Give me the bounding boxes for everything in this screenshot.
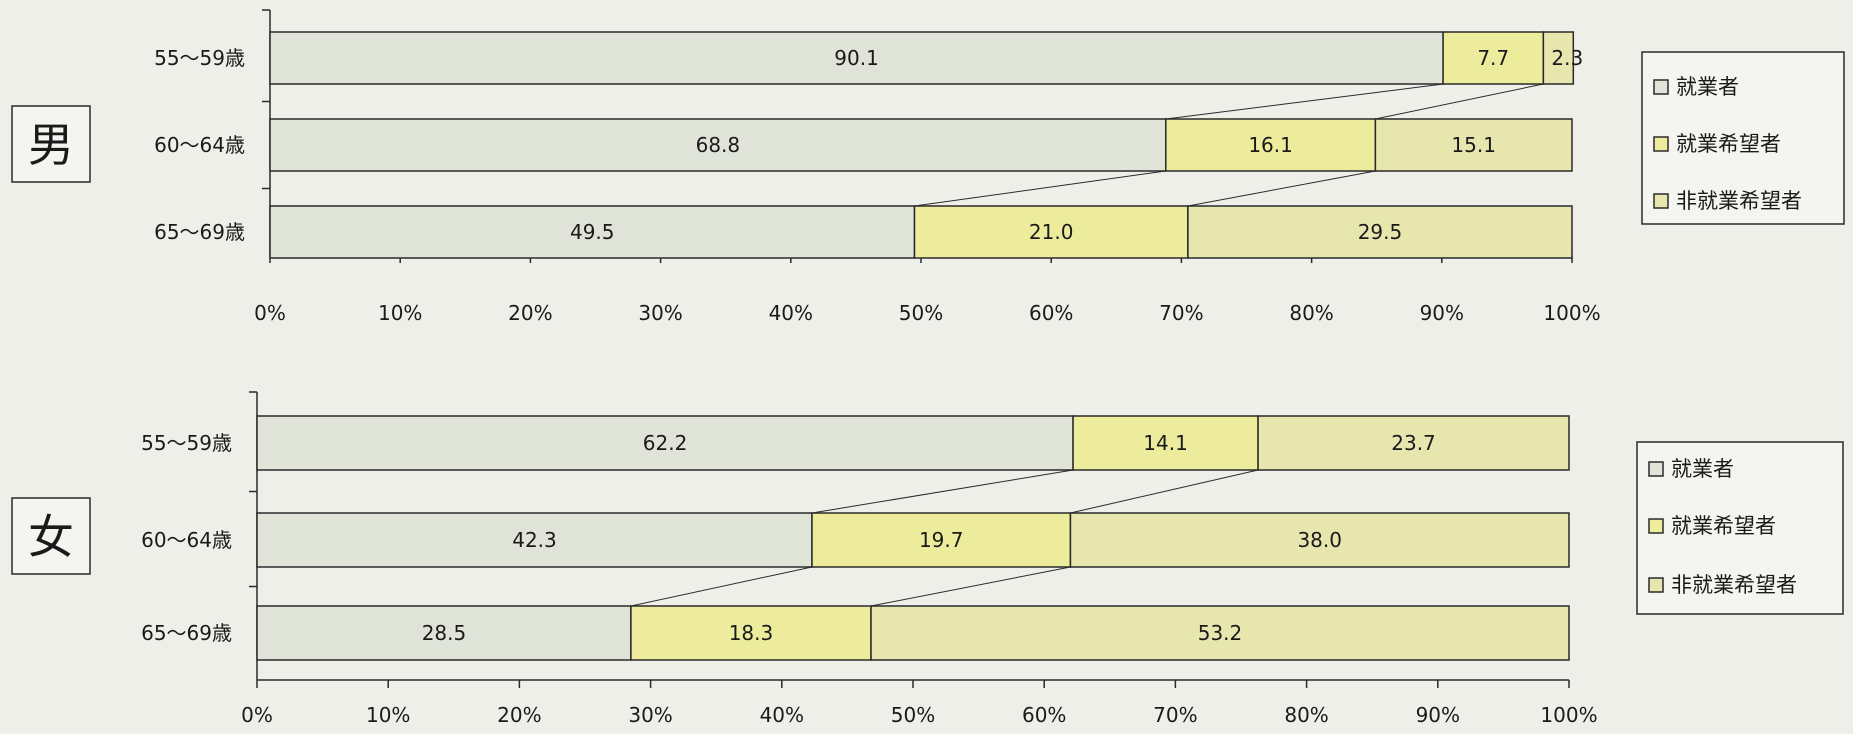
panel-label: 女 <box>28 510 74 564</box>
category-label: 60～64歳 <box>141 528 232 552</box>
data-label: 53.2 <box>1198 621 1243 645</box>
data-label: 68.8 <box>696 133 741 157</box>
connector-line <box>811 469 1074 514</box>
data-label: 21.0 <box>1029 220 1074 244</box>
category-label: 65～69歳 <box>141 621 232 645</box>
bar-segment <box>1374 118 1573 172</box>
data-label: 42.3 <box>512 528 557 552</box>
data-label: 23.7 <box>1391 431 1436 455</box>
legend-label: 就業希望者 <box>1671 514 1776 538</box>
data-label: 18.3 <box>729 621 774 645</box>
panel-male: 男 0% 10% 20% 30% 40% 50% 60% 70% 80% 90% 100% 55～59歳… <box>11 9 1845 325</box>
legend-swatch <box>1648 577 1664 593</box>
legend-swatch <box>1653 193 1669 209</box>
x-tick-label: 40% <box>760 703 804 727</box>
data-label: 90.1 <box>834 46 879 70</box>
x-tick-label: 30% <box>628 703 672 727</box>
data-label: 29.5 <box>1358 220 1403 244</box>
connector-line <box>870 566 1071 607</box>
legend-label: 就業者 <box>1676 75 1739 99</box>
connector-line <box>1070 469 1259 514</box>
legend-swatch <box>1648 518 1664 534</box>
bar-segment <box>269 118 1167 172</box>
bar-segment <box>1187 205 1573 259</box>
connector-line <box>1375 83 1544 120</box>
x-tick-label: 60% <box>1022 703 1066 727</box>
category-label: 60～64歳 <box>154 133 245 157</box>
bar-segment <box>870 605 1570 661</box>
x-tick-label: 20% <box>508 301 552 325</box>
connector-line <box>1165 83 1444 120</box>
x-tick-label: 20% <box>497 703 541 727</box>
legend-label: 非就業希望者 <box>1671 573 1797 597</box>
data-label: 7.7 <box>1477 46 1509 70</box>
x-tick-label: 70% <box>1159 301 1203 325</box>
bar-segment <box>811 512 1072 568</box>
x-tick-label: 0% <box>241 703 273 727</box>
x-tick-label: 40% <box>769 301 813 325</box>
panel-female: 女 0% 10% 20% 30% 40% 50% 60% 70% 80% 90% 100% 55～59歳… <box>11 391 1844 727</box>
bar-segment <box>630 605 872 661</box>
x-tick-label: 90% <box>1416 703 1460 727</box>
data-label: 28.5 <box>422 621 467 645</box>
connector-line <box>1187 170 1376 207</box>
bar-segment <box>269 31 1444 85</box>
bar-segment <box>256 512 813 568</box>
bar-segment <box>1442 31 1545 85</box>
x-tick-label: 30% <box>638 301 682 325</box>
legend-swatch <box>1653 136 1669 152</box>
x-tick-label: 10% <box>366 703 410 727</box>
bar-segment <box>1257 415 1570 471</box>
legend-label: 就業者 <box>1671 457 1734 481</box>
bar-segment <box>1069 512 1570 568</box>
category-label: 55～59歳 <box>141 431 232 455</box>
legend-swatch <box>1648 461 1664 477</box>
x-tick-label: 80% <box>1284 703 1328 727</box>
bar-segment <box>269 205 916 259</box>
data-label: 19.7 <box>919 528 964 552</box>
bar-segment <box>1072 415 1259 471</box>
category-label: 55～59歳 <box>154 46 245 70</box>
legend-box <box>1636 441 1844 615</box>
data-label: 38.0 <box>1297 528 1342 552</box>
bar-segment <box>1542 31 1575 85</box>
x-tick-label: 90% <box>1420 301 1464 325</box>
x-tick-label: 100% <box>1543 301 1600 325</box>
x-tick-label: 50% <box>891 703 935 727</box>
x-tick-label: 80% <box>1289 301 1333 325</box>
legend-label: 就業希望者 <box>1676 132 1781 156</box>
x-tick-label: 100% <box>1540 703 1597 727</box>
bar-segment <box>256 415 1074 471</box>
x-tick-label: 70% <box>1153 703 1197 727</box>
x-tick-label: 10% <box>378 301 422 325</box>
panel-label-box <box>11 105 91 183</box>
data-label: 62.2 <box>643 431 688 455</box>
legend-label: 非就業希望者 <box>1676 189 1802 213</box>
data-label: 16.1 <box>1248 133 1293 157</box>
data-label: 49.5 <box>570 220 615 244</box>
x-tick-label: 0% <box>254 301 286 325</box>
panel-label: 男 <box>28 118 74 172</box>
bar-segment <box>1165 118 1377 172</box>
data-label: 2.3 <box>1551 46 1583 70</box>
connector-line <box>914 170 1166 207</box>
bar-segment <box>913 205 1189 259</box>
legend-swatch <box>1653 79 1669 95</box>
connector-line <box>630 566 813 607</box>
category-label: 65～69歳 <box>154 220 245 244</box>
x-tick-label: 50% <box>899 301 943 325</box>
legend-box <box>1641 51 1845 225</box>
data-label: 15.1 <box>1451 133 1496 157</box>
data-label: 14.1 <box>1143 431 1188 455</box>
panel-label-box <box>11 497 91 575</box>
bar-segment <box>256 605 632 661</box>
x-tick-label: 60% <box>1029 301 1073 325</box>
